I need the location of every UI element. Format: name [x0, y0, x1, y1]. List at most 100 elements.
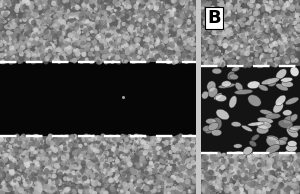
Point [39, 140, 44, 143]
Point [188, 145, 193, 148]
Point [292, 181, 297, 184]
Point [109, 150, 114, 153]
Point [121, 186, 126, 189]
Point [202, 164, 207, 167]
Point [206, 167, 211, 170]
Point [273, 1, 278, 4]
Point [266, 181, 271, 184]
Point [5, 142, 10, 145]
Point [152, 189, 157, 192]
Point [183, 18, 188, 22]
Point [82, 4, 86, 7]
Point [286, 21, 290, 24]
Point [32, 40, 37, 43]
Point [263, 162, 268, 165]
Point [164, 137, 168, 140]
Point [61, 56, 66, 59]
Point [187, 23, 192, 26]
Point [278, 24, 282, 28]
Point [145, 7, 149, 10]
Point [156, 46, 161, 49]
Point [154, 139, 159, 142]
Point [48, 8, 53, 11]
Point [148, 179, 153, 182]
Point [106, 0, 110, 3]
Point [214, 173, 219, 176]
Point [100, 169, 104, 172]
Point [231, 192, 236, 194]
Point [290, 56, 295, 59]
Point [40, 143, 45, 146]
Point [180, 178, 185, 181]
Point [11, 53, 15, 56]
Point [235, 40, 240, 43]
Point [0, 147, 5, 150]
Point [20, 165, 25, 168]
Point [128, 28, 132, 31]
Point [16, 167, 21, 171]
Point [62, 139, 67, 142]
Point [271, 181, 276, 184]
Point [131, 1, 136, 4]
Point [259, 159, 264, 162]
Point [224, 13, 228, 16]
Point [28, 185, 33, 188]
Point [184, 143, 189, 146]
Point [26, 53, 31, 56]
Point [71, 158, 76, 161]
Point [76, 36, 80, 40]
Point [10, 157, 15, 160]
Point [94, 54, 99, 57]
Point [102, 143, 106, 146]
Point [239, 190, 244, 193]
Point [272, 23, 277, 26]
Point [235, 5, 240, 8]
Point [20, 10, 25, 13]
Point [176, 141, 181, 144]
Point [6, 168, 11, 171]
Point [9, 161, 14, 164]
Point [100, 7, 105, 10]
Point [288, 190, 293, 193]
Point [87, 165, 92, 168]
Point [169, 58, 174, 61]
Point [261, 167, 266, 170]
Point [91, 135, 96, 138]
Point [128, 3, 133, 6]
Point [99, 153, 104, 156]
Point [104, 16, 109, 19]
Point [53, 164, 58, 167]
Point [141, 9, 146, 12]
Point [273, 185, 278, 188]
Point [91, 54, 96, 57]
Point [214, 180, 218, 184]
Point [91, 181, 96, 184]
Point [113, 9, 118, 12]
Point [101, 177, 106, 180]
Point [119, 140, 124, 143]
Point [61, 137, 66, 140]
Point [88, 164, 93, 167]
Point [27, 192, 32, 194]
Point [179, 0, 184, 3]
Point [8, 149, 13, 152]
Point [161, 58, 166, 61]
Point [111, 16, 116, 19]
Point [224, 57, 229, 60]
Point [290, 179, 295, 182]
Point [249, 31, 254, 34]
Point [290, 154, 295, 157]
Point [19, 50, 24, 54]
Point [112, 180, 117, 184]
Point [58, 13, 63, 16]
Point [234, 175, 239, 178]
Point [160, 31, 165, 34]
Point [173, 0, 178, 3]
Point [145, 23, 150, 26]
Point [188, 182, 193, 185]
Point [20, 167, 24, 170]
Point [206, 33, 210, 36]
Point [265, 173, 269, 176]
Point [187, 165, 192, 168]
Point [186, 152, 191, 155]
